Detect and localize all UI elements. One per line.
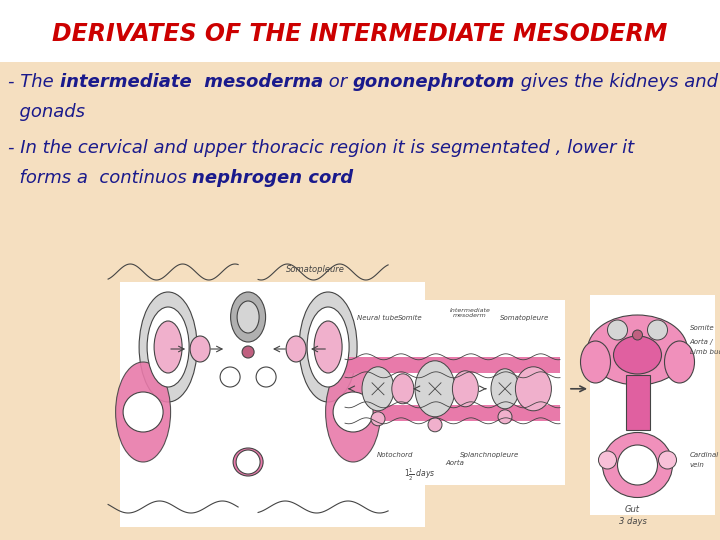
Bar <box>340 300 565 485</box>
Text: Notochord: Notochord <box>377 452 413 458</box>
Text: intermediate  mesoderma: intermediate mesoderma <box>60 73 323 91</box>
Circle shape <box>632 330 642 340</box>
Text: - The: - The <box>8 73 60 91</box>
Circle shape <box>220 367 240 387</box>
Ellipse shape <box>325 362 381 462</box>
Ellipse shape <box>415 361 455 417</box>
Ellipse shape <box>154 321 182 373</box>
Text: or: or <box>323 73 353 91</box>
Ellipse shape <box>491 369 519 409</box>
Text: $1\frac{1}{2}$ days: $1\frac{1}{2}$ days <box>404 467 436 483</box>
Text: Limb bud: Limb bud <box>690 349 720 355</box>
Text: forms a  continuos: forms a continuos <box>8 169 192 187</box>
Text: vein: vein <box>690 462 704 468</box>
Circle shape <box>236 450 260 474</box>
Circle shape <box>498 410 512 424</box>
Ellipse shape <box>230 292 266 342</box>
Circle shape <box>242 346 254 358</box>
Ellipse shape <box>603 433 672 497</box>
Text: Somite: Somite <box>397 315 423 321</box>
Ellipse shape <box>237 301 259 333</box>
Ellipse shape <box>233 448 263 476</box>
Circle shape <box>608 320 628 340</box>
Text: gonads: gonads <box>8 103 85 121</box>
Text: Somatopleure: Somatopleure <box>500 315 549 321</box>
Bar <box>590 295 715 515</box>
Text: Gut: Gut <box>625 505 640 515</box>
Bar <box>626 375 649 430</box>
Ellipse shape <box>116 362 171 462</box>
Ellipse shape <box>314 321 342 373</box>
Ellipse shape <box>190 336 210 362</box>
Circle shape <box>256 367 276 387</box>
Text: - In the cervical and upper thoracic region it is segmentated , lower it: - In the cervical and upper thoracic reg… <box>8 139 634 157</box>
Circle shape <box>428 418 442 432</box>
Ellipse shape <box>362 367 394 411</box>
Ellipse shape <box>147 307 189 387</box>
Bar <box>0 62 720 540</box>
Circle shape <box>333 392 373 432</box>
Ellipse shape <box>580 341 611 383</box>
Bar <box>0 0 720 62</box>
Circle shape <box>123 392 163 432</box>
Ellipse shape <box>452 371 478 407</box>
Text: Splanchnopleure: Splanchnopleure <box>460 452 520 458</box>
Text: Neural tube: Neural tube <box>357 315 399 321</box>
Text: Cardinal: Cardinal <box>690 452 719 458</box>
Ellipse shape <box>665 341 695 383</box>
Text: nephrogen cord: nephrogen cord <box>192 169 354 187</box>
Circle shape <box>659 451 677 469</box>
Text: Somatopleure: Somatopleure <box>286 265 345 273</box>
Bar <box>345 405 560 421</box>
Text: DERIVATES OF THE INTERMEDIATE MESODERM: DERIVATES OF THE INTERMEDIATE MESODERM <box>53 22 667 46</box>
Bar <box>345 357 560 373</box>
Text: gononephrotom: gononephrotom <box>353 73 515 91</box>
Ellipse shape <box>588 315 688 385</box>
Ellipse shape <box>286 336 306 362</box>
Ellipse shape <box>139 292 197 402</box>
Ellipse shape <box>613 336 662 374</box>
Text: Somite: Somite <box>690 325 714 331</box>
Text: Aorta: Aorta <box>446 460 464 466</box>
Circle shape <box>647 320 667 340</box>
Circle shape <box>618 445 657 485</box>
Ellipse shape <box>307 307 349 387</box>
Text: 3 days: 3 days <box>618 517 647 526</box>
Circle shape <box>598 451 616 469</box>
Text: Intermediate
mesoderm: Intermediate mesoderm <box>449 308 490 319</box>
Ellipse shape <box>392 374 414 404</box>
Text: gives the kidneys and: gives the kidneys and <box>515 73 718 91</box>
Bar <box>120 282 425 527</box>
Ellipse shape <box>299 292 357 402</box>
Circle shape <box>371 412 385 426</box>
Text: Aorta /: Aorta / <box>690 339 713 345</box>
Ellipse shape <box>516 367 552 411</box>
